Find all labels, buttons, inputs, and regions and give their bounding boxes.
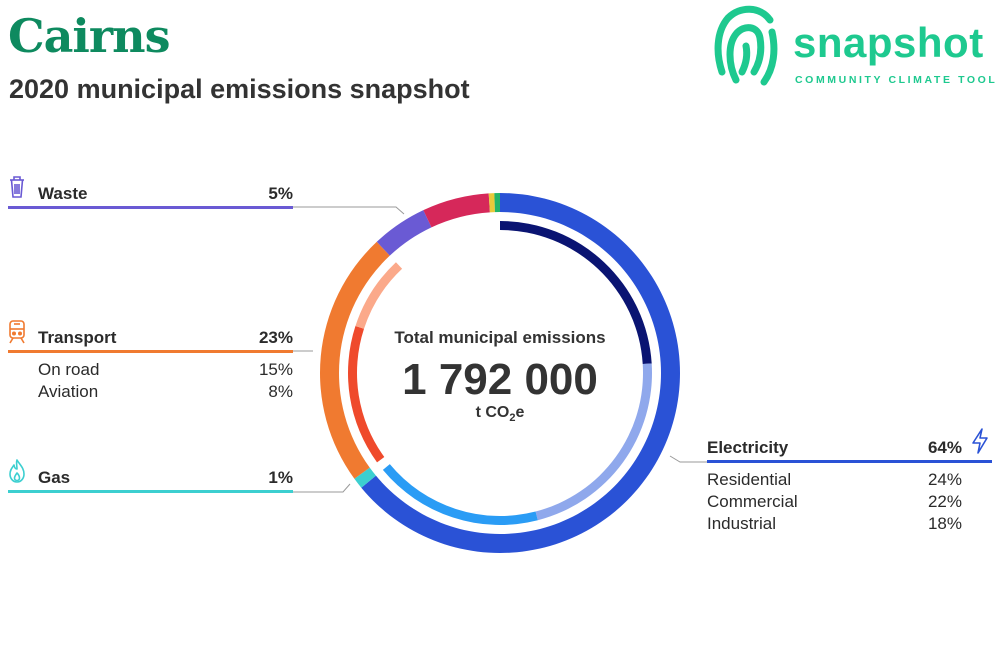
legend-electricity-sub-label: Commercial — [707, 492, 798, 511]
legend-electricity-sub-pct: 24% — [927, 470, 962, 489]
fingerprint-logo-icon — [714, 5, 778, 86]
legend-electricity-sub-label: Residential — [707, 470, 792, 489]
waste-leader-line — [292, 206, 405, 215]
slice-waste — [376, 210, 432, 256]
total-value: 1 792 000 — [402, 355, 598, 404]
page-subtitle: 2020 municipal emissions snapshot — [9, 74, 470, 104]
legend-transport-sub-label: On road — [38, 360, 100, 379]
slice-industrial — [382, 464, 538, 526]
slice-transport — [320, 241, 390, 479]
legend-transport-pct: 23% — [258, 328, 293, 347]
slice-commercial — [535, 363, 652, 521]
trash-icon — [10, 176, 24, 198]
gas-leader-line — [292, 483, 351, 493]
flame-icon — [9, 459, 25, 483]
electricity-leader-line — [669, 455, 708, 463]
slice-segment — [494, 193, 500, 213]
slice-electricity — [361, 193, 681, 553]
slice-residential — [500, 221, 652, 365]
legend-electricity-sub-pct: 18% — [927, 514, 962, 533]
total-label: Total municipal emissions — [394, 328, 606, 347]
legend-electricity-sub-pct: 22% — [927, 492, 962, 511]
legend-electricity-sub-label: Industrial — [707, 514, 776, 533]
legend-electricity-rule — [707, 460, 992, 463]
lightning-icon — [972, 428, 988, 454]
slice-aviation — [355, 262, 403, 329]
legend-waste-label: Waste — [38, 184, 88, 203]
legend-transport-rule — [8, 350, 293, 353]
train-icon — [9, 320, 25, 344]
legend-transport-sub-label: Aviation — [38, 382, 99, 401]
legend-transport-label: Transport — [38, 328, 117, 347]
legend-gas-rule — [8, 490, 293, 493]
logo-tagline: COMMUNITY CLIMATE TOOL — [795, 74, 998, 86]
legend-transport-sub-pct: 15% — [258, 360, 293, 379]
legend-electricity-pct: 64% — [927, 438, 962, 457]
slice-on-road — [348, 326, 385, 463]
logo-wordmark: snapshot — [793, 19, 984, 66]
slice-segment — [423, 193, 490, 228]
legend-gas-label: Gas — [38, 468, 71, 487]
legend-waste-pct: 5% — [268, 184, 293, 203]
page-title: Cairns — [8, 9, 170, 63]
slice-segment — [488, 193, 495, 213]
legend-electricity-label: Electricity — [707, 438, 789, 457]
legend-transport-sub-pct: 8% — [268, 382, 293, 401]
slice-gas — [354, 467, 376, 488]
total-unit: t CO2e — [475, 404, 525, 425]
legend-gas-pct: 1% — [268, 468, 293, 487]
legend-waste-rule — [8, 206, 293, 209]
